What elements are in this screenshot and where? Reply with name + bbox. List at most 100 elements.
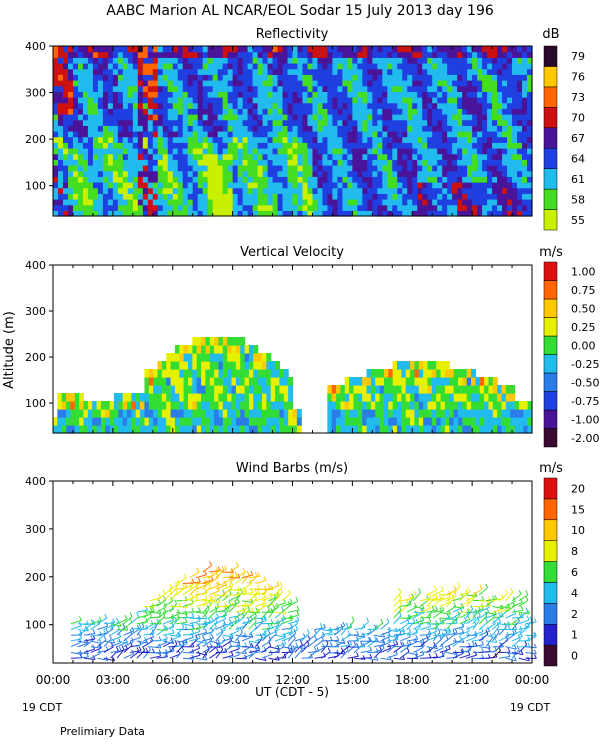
- wind-barb: [334, 640, 346, 645]
- reflectivity-cell: [192, 97, 199, 104]
- velocity-cell: [240, 417, 246, 426]
- reflectivity-cell: [187, 182, 194, 189]
- wind-barb: [294, 646, 306, 650]
- wind-barb-flag: [414, 602, 418, 608]
- reflectivity-cell: [502, 125, 508, 132]
- reflectivity-cell: [332, 46, 339, 53]
- reflectivity-cell: [287, 182, 294, 189]
- reflectivity-cell: [167, 193, 174, 200]
- velocity-cell: [436, 377, 442, 386]
- velocity-cell: [288, 417, 294, 426]
- wind-barb-flag: [92, 655, 96, 660]
- reflectivity-cell: [412, 74, 418, 81]
- reflectivity-cell: [517, 199, 523, 206]
- reflectivity-cell: [53, 119, 59, 126]
- reflectivity-cell: [377, 80, 383, 87]
- reflectivity-cell: [427, 68, 433, 75]
- wind-barb-flag: [375, 656, 379, 661]
- wind-barb: [209, 651, 219, 659]
- reflectivity-cell: [182, 131, 189, 138]
- wind-barb: [90, 620, 102, 625]
- reflectivity-cell: [252, 85, 259, 92]
- reflectivity-cell: [517, 57, 523, 64]
- reflectivity-cell: [192, 114, 199, 121]
- reflectivity-cell: [112, 131, 119, 138]
- wind-barb-flag: [270, 623, 274, 629]
- wind-barb-flag: [214, 617, 218, 623]
- reflectivity-cell: [127, 210, 134, 217]
- reflectivity-cell: [467, 80, 473, 87]
- reflectivity-cell: [302, 74, 309, 81]
- reflectivity-cell: [202, 199, 209, 206]
- reflectivity-cell: [322, 159, 329, 166]
- wind-barb: [268, 657, 280, 661]
- reflectivity-cell: [187, 170, 194, 177]
- reflectivity-cell: [527, 131, 533, 138]
- wind-barb-flag: [145, 624, 149, 630]
- reflectivity-cell: [172, 153, 179, 160]
- reflectivity-cell: [372, 74, 378, 81]
- reflectivity-cell: [287, 187, 294, 194]
- velocity-cell: [122, 425, 128, 434]
- velocity-cell: [140, 409, 146, 418]
- reflectivity-cell: [247, 136, 254, 143]
- reflectivity-cell: [272, 119, 279, 126]
- reflectivity-cell: [77, 131, 84, 138]
- reflectivity-cell: [472, 182, 478, 189]
- reflectivity-cell: [257, 57, 264, 64]
- reflectivity-cell: [347, 102, 353, 109]
- reflectivity-cell: [517, 51, 523, 58]
- wind-barb: [268, 596, 279, 602]
- reflectivity-cell: [307, 204, 314, 211]
- velocity-cell: [383, 417, 389, 426]
- velocity-cell: [423, 377, 429, 386]
- reflectivity-cell: [522, 68, 528, 75]
- wind-barb: [70, 641, 82, 648]
- reflectivity-cell: [287, 63, 294, 70]
- reflectivity-cell: [172, 204, 179, 211]
- velocity-cell: [135, 409, 141, 418]
- reflectivity-cell: [142, 193, 149, 200]
- reflectivity-cell: [62, 125, 69, 132]
- reflectivity-cell: [382, 91, 388, 98]
- velocity-cell: [187, 401, 193, 410]
- reflectivity-cell: [522, 210, 528, 217]
- reflectivity-cell: [462, 97, 468, 104]
- velocity-cell: [222, 377, 228, 386]
- reflectivity-cell: [167, 131, 174, 138]
- reflectivity-cell: [142, 159, 149, 166]
- reflectivity-cell: [277, 176, 284, 183]
- reflectivity-cell: [182, 204, 189, 211]
- reflectivity-cell: [462, 125, 468, 132]
- wind-barb-flag: [204, 628, 208, 633]
- velocity-cell: [370, 369, 376, 378]
- reflectivity-cell: [382, 114, 388, 121]
- reflectivity-cell: [72, 102, 79, 109]
- reflectivity-cell: [262, 91, 269, 98]
- reflectivity-cell: [152, 74, 159, 81]
- reflectivity-cell: [122, 63, 129, 70]
- reflectivity-cell: [497, 51, 503, 58]
- reflectivity-cell: [202, 119, 209, 126]
- velocity-cell: [296, 425, 302, 434]
- wind-barb: [235, 632, 243, 642]
- reflectivity-cell: [487, 46, 493, 53]
- wind-barb: [195, 631, 207, 636]
- y-tick-label: 200: [25, 133, 46, 146]
- reflectivity-cell: [172, 193, 179, 200]
- reflectivity-cell: [507, 102, 513, 109]
- reflectivity-cell: [117, 210, 124, 217]
- reflectivity-cell: [502, 193, 508, 200]
- reflectivity-cell: [137, 119, 144, 126]
- reflectivity-cell: [82, 114, 89, 121]
- reflectivity-cell: [187, 204, 194, 211]
- reflectivity-cell: [392, 187, 398, 194]
- reflectivity-cell: [122, 74, 129, 81]
- reflectivity-cell: [417, 51, 423, 58]
- reflectivity-cell: [197, 97, 204, 104]
- reflectivity-cell: [397, 97, 403, 104]
- reflectivity-cell: [457, 97, 463, 104]
- velocity-cell: [209, 369, 215, 378]
- reflectivity-cell: [407, 187, 413, 194]
- reflectivity-cell: [377, 210, 383, 217]
